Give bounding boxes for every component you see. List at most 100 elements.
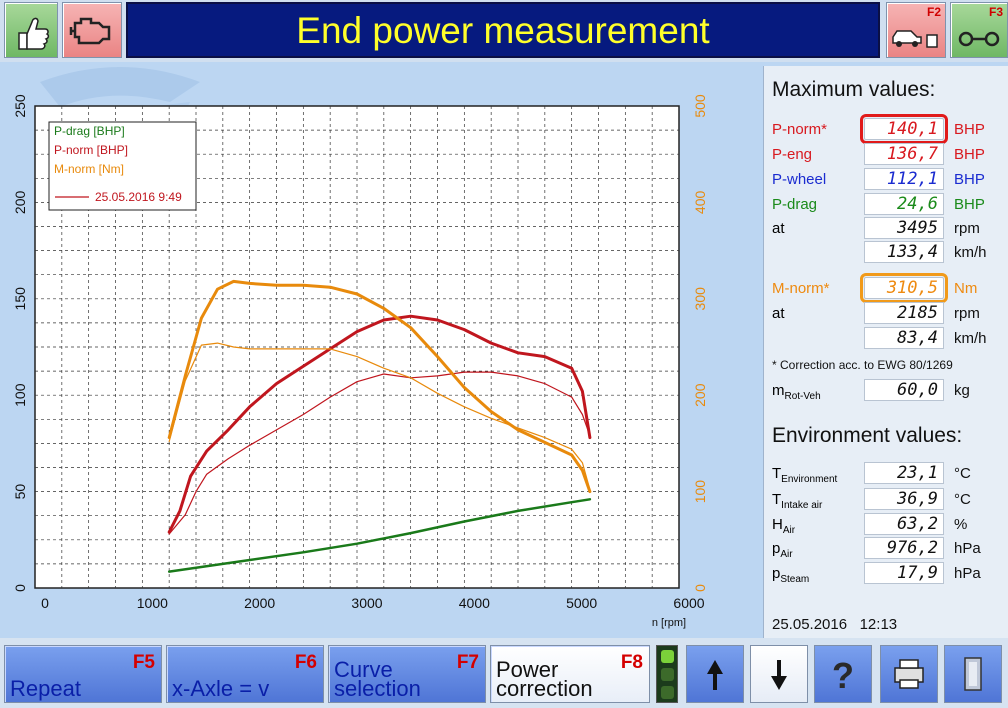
x-tick-label: 6000 bbox=[673, 595, 704, 611]
env-unit-3: hPa bbox=[954, 540, 981, 557]
power-line2: correction bbox=[496, 676, 593, 701]
y-right-tick-label: 100 bbox=[692, 480, 708, 504]
env-label-sub-1: Intake air bbox=[781, 500, 823, 511]
max-values-title: Maximum values: bbox=[772, 78, 936, 101]
kmh-unit-2: km/h bbox=[954, 330, 987, 347]
env-row-2: HAir 63,2 % bbox=[764, 513, 1008, 536]
series-line-3 bbox=[167, 279, 592, 494]
y-left-tick-label: 150 bbox=[12, 287, 28, 311]
legend: P-drag [BHP] P-norm [BHP] M-norm [Nm] 25.05… bbox=[48, 121, 197, 211]
row-peng: P-eng 136,7 BHP bbox=[764, 143, 1008, 165]
status-light-low bbox=[661, 686, 674, 699]
env-row-3: pAir 976,2 hPa bbox=[764, 537, 1008, 560]
f3-key-label: F3 bbox=[988, 5, 1003, 19]
rollers-icon bbox=[958, 31, 1000, 47]
mrot-label: mRot-Veh bbox=[772, 382, 821, 402]
exit-button[interactable] bbox=[944, 645, 1002, 703]
f5-key-label: F5 bbox=[132, 652, 155, 673]
up-button[interactable] bbox=[686, 645, 744, 703]
pnorm-value: 140,1 bbox=[860, 114, 948, 144]
status-light-mid bbox=[661, 668, 674, 681]
row-at-rpm-1: at 3495 rpm bbox=[764, 217, 1008, 239]
help-button[interactable]: ? bbox=[814, 645, 872, 703]
legend-entry: P-norm [BHP] bbox=[54, 143, 128, 157]
repeat-label: Repeat bbox=[10, 676, 81, 701]
down-button[interactable] bbox=[750, 645, 808, 703]
env-value-4: 17,9 bbox=[864, 562, 944, 584]
env-label-1: TIntake air bbox=[772, 491, 822, 511]
values-panel: Maximum values: P-norm* 140,1 BHP P-eng … bbox=[763, 66, 1008, 638]
mnorm-value: 310,5 bbox=[860, 273, 948, 303]
legend-entry: P-drag [BHP] bbox=[54, 124, 125, 138]
x-tick-label: 5000 bbox=[566, 595, 597, 611]
series-line-1 bbox=[167, 314, 592, 534]
curve-line1: Curve bbox=[334, 657, 393, 682]
x-axle-label: x-Axle = v bbox=[172, 676, 270, 701]
power-correction-label: Power correction bbox=[496, 659, 593, 701]
power-correction-button[interactable]: F8 Power correction bbox=[490, 645, 650, 703]
footer-date: 25.05.2016 bbox=[772, 616, 848, 633]
y-left-tick-label: 50 bbox=[12, 484, 28, 500]
legend-entry: 25.05.2016 9:49 bbox=[95, 190, 182, 204]
bottom-toolbar: F5 Repeat F6 x-Axle = v F7 Curve selectio… bbox=[0, 638, 1008, 708]
series-line-2 bbox=[168, 371, 591, 535]
mrot-label-sub: Rot-Veh bbox=[784, 391, 821, 402]
env-label-main-4: p bbox=[772, 565, 781, 582]
env-value-3: 976,2 bbox=[864, 537, 944, 559]
environment-title: Environment values: bbox=[772, 424, 963, 447]
env-row-4: pSteam 17,9 hPa bbox=[764, 562, 1008, 585]
at-label-2: at bbox=[772, 305, 785, 322]
thumbs-up-button[interactable] bbox=[4, 2, 58, 58]
engine-button[interactable] bbox=[62, 2, 122, 58]
f8-key-label: F8 bbox=[620, 652, 643, 673]
y-left-tick-label: 100 bbox=[12, 383, 28, 407]
mrot-value: 60,0 bbox=[864, 379, 944, 401]
y-right-tick-label: 0 bbox=[692, 584, 708, 592]
x-tick-label: 3000 bbox=[351, 595, 382, 611]
thumbs-up-icon bbox=[18, 17, 50, 50]
correction-note: * Correction acc. to EWG 80/1269 bbox=[772, 358, 953, 372]
env-label-3: pAir bbox=[772, 540, 793, 560]
x-axis-label: n [rpm] bbox=[652, 617, 686, 629]
env-value-1: 36,9 bbox=[864, 488, 944, 510]
up-arrow-icon bbox=[707, 660, 723, 690]
f7-key-label: F7 bbox=[456, 652, 479, 673]
mrot-unit: kg bbox=[954, 382, 970, 399]
engine-icon bbox=[69, 17, 111, 45]
print-button[interactable] bbox=[880, 645, 938, 703]
at-label-1: at bbox=[772, 220, 785, 237]
env-label-main-0: T bbox=[772, 465, 782, 482]
env-row-1: TIntake air 36,9 °C bbox=[764, 488, 1008, 511]
y-left-tick-label: 0 bbox=[12, 584, 28, 592]
env-label-4: pSteam bbox=[772, 565, 809, 585]
question-mark-icon: ? bbox=[832, 655, 854, 696]
rpm-unit-1: rpm bbox=[954, 220, 980, 237]
curve-selection-button[interactable]: F7 Curve selection bbox=[328, 645, 486, 703]
env-label-2: HAir bbox=[772, 516, 795, 536]
env-unit-4: hPa bbox=[954, 565, 981, 582]
env-label-sub-0: Environment bbox=[781, 474, 838, 485]
env-label-sub-3: Air bbox=[780, 549, 793, 560]
pwheel-label: P-wheel bbox=[772, 171, 827, 188]
row-mnorm: M-norm* 310,5 Nm bbox=[764, 273, 1008, 303]
down-arrow-icon bbox=[771, 660, 787, 690]
y-left-tick-label: 200 bbox=[12, 191, 28, 215]
row-pnorm: P-norm* 140,1 BHP bbox=[764, 114, 1008, 144]
y-right-tick-label: 200 bbox=[692, 383, 708, 407]
x-axle-button[interactable]: F6 x-Axle = v bbox=[166, 645, 324, 703]
curve-line2: selection bbox=[334, 676, 421, 701]
svg-text:?: ? bbox=[832, 655, 854, 696]
f3-rollers-button[interactable]: F3 bbox=[950, 2, 1008, 58]
repeat-button[interactable]: F5 Repeat bbox=[4, 645, 162, 703]
env-unit-2: % bbox=[954, 516, 968, 533]
peng-value: 136,7 bbox=[864, 143, 944, 165]
at-rpm-value-1: 3495 bbox=[864, 217, 944, 239]
pdrag-unit: BHP bbox=[954, 196, 985, 213]
legend-box bbox=[48, 121, 197, 211]
series-line-4 bbox=[168, 342, 591, 491]
mnorm-label: M-norm* bbox=[772, 280, 830, 297]
x-tick-label: 1000 bbox=[137, 595, 168, 611]
printer-icon bbox=[894, 659, 924, 689]
row-at-rpm-2: at 2185 rpm bbox=[764, 302, 1008, 324]
f2-dyno-button[interactable]: F2 bbox=[886, 2, 946, 58]
